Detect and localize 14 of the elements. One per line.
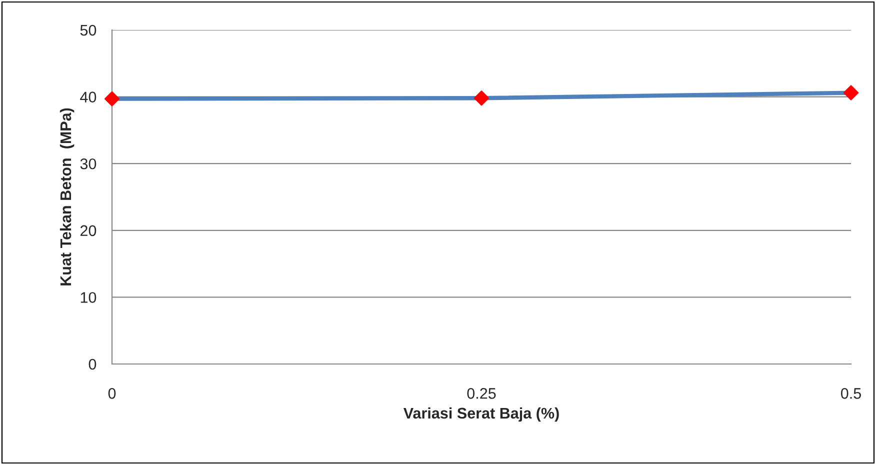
y-tick-label: 50	[80, 24, 96, 36]
point	[474, 90, 490, 106]
point	[843, 85, 859, 100]
y-axis-title: Kuat Tekan Beton (MPa)	[60, 108, 74, 286]
y-tick-label: 0	[88, 358, 96, 370]
x-axis-title: Variasi Serat Baja (%)	[403, 407, 559, 422]
y-tick-label: 40	[80, 92, 96, 102]
point	[104, 91, 120, 106]
x-tick-label: 0	[108, 388, 116, 399]
x-tick-label: 0.5	[840, 388, 861, 399]
y-tick-label: 20	[80, 225, 96, 236]
x-tick-label: 0.25	[467, 388, 496, 399]
y-tick-label: 10	[80, 292, 96, 303]
y-tick-label: 30	[80, 158, 96, 170]
